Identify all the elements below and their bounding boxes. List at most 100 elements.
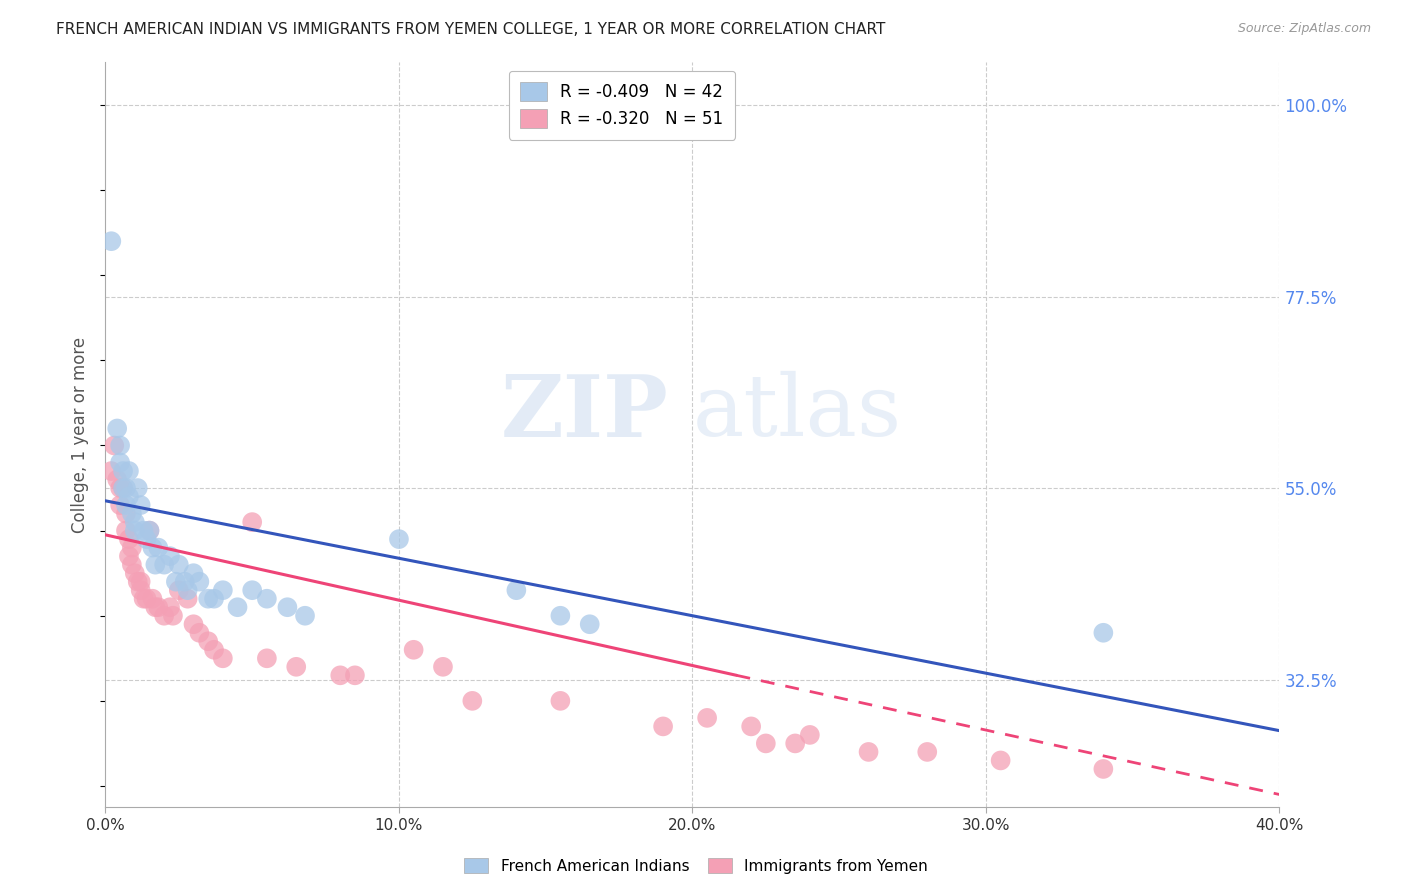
Point [153,608,176,623]
Point [159,549,181,563]
Point [990,754,1012,768]
Point [276,600,298,615]
Point [121,507,143,521]
Point [162,608,184,623]
Point [183,566,205,581]
Point [108,498,131,512]
Point [256,651,278,665]
Point [103,438,125,452]
Point [100,234,122,248]
Point [652,719,675,733]
Point [388,532,411,546]
Point [115,498,138,512]
Point [211,583,233,598]
Point [167,583,190,598]
Point [118,490,141,504]
Point [550,608,572,623]
Point [197,591,219,606]
Legend: French American Indians, Immigrants from Yemen: French American Indians, Immigrants from… [458,852,934,880]
Point [294,608,316,623]
Point [105,421,128,435]
Point [183,617,205,632]
Point [188,574,211,589]
Text: Source: ZipAtlas.com: Source: ZipAtlas.com [1237,22,1371,36]
Point [188,625,211,640]
Point [129,498,152,512]
Point [197,634,219,648]
Point [141,541,163,555]
Point [285,660,308,674]
Point [138,524,160,538]
Point [127,481,149,495]
Point [165,574,187,589]
Point [696,711,718,725]
Point [402,642,425,657]
Point [132,524,155,538]
Point [1092,625,1115,640]
Point [799,728,821,742]
Point [159,600,181,615]
Point [118,464,141,478]
Point [858,745,880,759]
Point [578,617,600,632]
Point [132,591,155,606]
Point [121,558,143,572]
Point [148,600,170,615]
Point [153,558,176,572]
Legend: R = -0.409   N = 42, R = -0.320   N = 51: R = -0.409 N = 42, R = -0.320 N = 51 [509,70,735,140]
Text: FRENCH AMERICAN INDIAN VS IMMIGRANTS FROM YEMEN COLLEGE, 1 YEAR OR MORE CORRELAT: FRENCH AMERICAN INDIAN VS IMMIGRANTS FRO… [56,22,886,37]
Point [115,481,138,495]
Point [143,558,166,572]
Text: ZIP: ZIP [501,370,669,455]
Point [240,515,263,529]
Y-axis label: College, 1 year or more: College, 1 year or more [72,337,90,533]
Point [329,668,352,682]
Point [461,694,484,708]
Point [141,591,163,606]
Point [167,558,190,572]
Point [202,591,225,606]
Point [505,583,527,598]
Point [118,549,141,563]
Point [112,481,135,495]
Point [108,438,131,452]
Point [135,591,157,606]
Point [124,566,146,581]
Point [138,524,160,538]
Point [129,574,152,589]
Point [211,651,233,665]
Point [115,507,138,521]
Point [124,524,146,538]
Point [1092,762,1115,776]
Point [173,574,195,589]
Point [108,481,131,495]
Point [256,591,278,606]
Point [240,583,263,598]
Point [226,600,249,615]
Point [135,532,157,546]
Point [127,574,149,589]
Point [176,591,198,606]
Point [118,532,141,546]
Point [124,515,146,529]
Point [105,473,128,487]
Point [740,719,762,733]
Point [100,464,122,478]
Point [917,745,939,759]
Point [148,541,170,555]
Point [121,541,143,555]
Point [143,600,166,615]
Point [755,736,778,750]
Point [343,668,366,682]
Point [432,660,454,674]
Point [202,642,225,657]
Point [112,481,135,495]
Point [108,456,131,470]
Point [785,736,807,750]
Point [129,583,152,598]
Point [550,694,572,708]
Point [115,524,138,538]
Text: atlas: atlas [692,371,901,454]
Point [176,583,198,598]
Point [112,464,135,478]
